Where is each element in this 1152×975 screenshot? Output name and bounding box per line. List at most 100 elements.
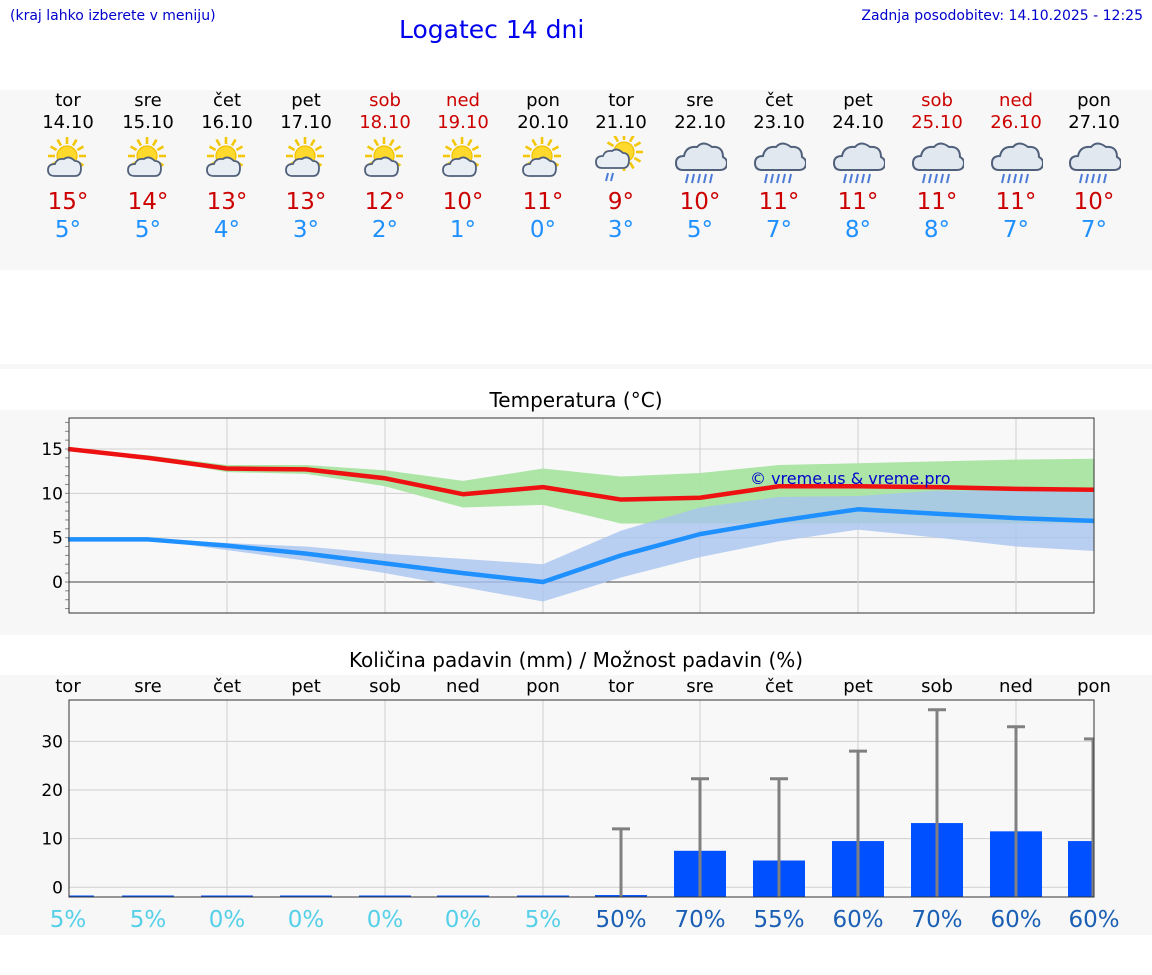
precip-probability-label: 70% bbox=[674, 907, 725, 933]
day-name: sob bbox=[369, 90, 401, 111]
precip-bar bbox=[69, 895, 94, 897]
day-column: pon 27.10 10° 7° bbox=[1052, 90, 1136, 244]
y-tick-label: 10 bbox=[41, 484, 63, 504]
last-updated: Zadnja posodobitev: 14.10.2025 - 12:25 bbox=[861, 8, 1143, 24]
x-category-label: sre bbox=[686, 676, 713, 697]
precip-probability-label: 5% bbox=[525, 907, 562, 933]
day-date: 15.10 bbox=[122, 112, 174, 133]
day-column: tor 14.10 15° 5° bbox=[26, 90, 110, 244]
day-date: 14.10 bbox=[42, 112, 94, 133]
temp-min: 7° bbox=[765, 217, 793, 243]
temp-min: 5° bbox=[686, 217, 714, 243]
x-category-label: pet bbox=[291, 676, 321, 697]
day-column: pet 24.10 11° 8° bbox=[816, 90, 900, 244]
precip-probability-label: 60% bbox=[832, 907, 883, 933]
sun-cloud-rain-icon bbox=[595, 136, 643, 182]
precip-bar bbox=[517, 895, 569, 897]
x-category-label: pet bbox=[843, 676, 873, 697]
day-column: sob 25.10 11° 8° bbox=[895, 90, 979, 244]
forecast-band bbox=[0, 90, 1152, 270]
day-date: 24.10 bbox=[832, 112, 884, 133]
rain-cloud-icon bbox=[753, 142, 806, 184]
x-category-label: čet bbox=[765, 676, 793, 697]
temp-min: 0° bbox=[529, 217, 557, 243]
precip-probability-label: 70% bbox=[911, 907, 962, 933]
temp-max: 11° bbox=[837, 189, 879, 215]
temp-max: 10° bbox=[442, 189, 484, 215]
watermark: © vreme.us & vreme.pro bbox=[750, 469, 951, 488]
temperature-chart: 0 5 10 15 © vreme.us & vreme.pro bbox=[41, 417, 1095, 614]
x-category-label: sre bbox=[134, 676, 161, 697]
min-temp-line bbox=[68, 507, 1095, 585]
precipitation-chart-title: Količina padavin (mm) / Možnost padavin … bbox=[348, 648, 804, 672]
plot-frame bbox=[68, 417, 1095, 614]
min-temp-band bbox=[68, 490, 1094, 602]
precipitation-chart: 0 10 20 30 tor sre čet pet sob ned pon tor sre čet pet… bbox=[41, 676, 1119, 933]
x-category-label: tor bbox=[608, 676, 634, 697]
day-date: 17.10 bbox=[280, 112, 332, 133]
temp-max: 11° bbox=[995, 189, 1037, 215]
temp-max: 14° bbox=[127, 189, 169, 215]
y-tick-label: 30 bbox=[41, 732, 63, 752]
sun-cloud-icon bbox=[285, 137, 324, 177]
day-name: čet bbox=[764, 90, 794, 111]
x-category-label: sob bbox=[921, 676, 953, 697]
precip-bar bbox=[359, 895, 411, 897]
day-name: ned bbox=[446, 90, 480, 111]
temp-min: 8° bbox=[923, 217, 951, 243]
y-tick-label: 0 bbox=[52, 878, 63, 898]
day-column: ned 19.10 10° 1° bbox=[421, 90, 505, 244]
day-name: pon bbox=[526, 90, 560, 111]
x-category-label: čet bbox=[213, 676, 241, 697]
precip-bar bbox=[1068, 841, 1094, 897]
day-name: sob bbox=[921, 90, 953, 111]
day-column: tor 21.10 9° 3° bbox=[579, 90, 663, 244]
temp-max: 11° bbox=[758, 189, 800, 215]
precip-bar bbox=[280, 895, 332, 897]
day-name: tor bbox=[608, 90, 634, 111]
sun-cloud-icon bbox=[47, 137, 86, 177]
sun-cloud-icon bbox=[127, 137, 166, 177]
temp-max: 12° bbox=[364, 189, 406, 215]
rain-cloud-icon bbox=[1068, 142, 1121, 184]
rain-cloud-icon bbox=[674, 142, 727, 184]
plot-frame bbox=[68, 699, 1095, 898]
temp-min: 2° bbox=[371, 217, 399, 243]
day-date: 18.10 bbox=[359, 112, 411, 133]
day-column: pet 17.10 13° 3° bbox=[264, 90, 348, 244]
day-date: 19.10 bbox=[437, 112, 489, 133]
temperature-chart-title: Temperatura (°C) bbox=[489, 388, 663, 412]
day-column: čet 23.10 11° 7° bbox=[737, 90, 821, 244]
precip-probability-label: 0% bbox=[288, 907, 325, 933]
temp-max: 13° bbox=[285, 189, 327, 215]
sun-cloud-icon bbox=[442, 137, 481, 177]
y-tick-label: 15 bbox=[41, 440, 63, 460]
temp-min: 1° bbox=[449, 217, 477, 243]
day-name: pon bbox=[1077, 90, 1111, 111]
day-column: pon 20.10 11° 0° bbox=[501, 90, 585, 244]
sun-cloud-icon bbox=[364, 137, 403, 177]
temp-max: 9° bbox=[607, 189, 635, 215]
y-tick-label: 0 bbox=[52, 573, 63, 593]
temp-min: 3° bbox=[607, 217, 635, 243]
precip-probability-label: 0% bbox=[445, 907, 482, 933]
precip-bar bbox=[122, 895, 174, 897]
day-name: sre bbox=[686, 90, 714, 111]
max-temp-line bbox=[67, 446, 1095, 502]
temp-min: 7° bbox=[1002, 217, 1030, 243]
x-category-label: sob bbox=[369, 676, 401, 697]
day-date: 16.10 bbox=[201, 112, 253, 133]
rain-cloud-icon bbox=[911, 142, 964, 184]
day-name: ned bbox=[999, 90, 1033, 111]
precip-probability-label: 5% bbox=[50, 907, 87, 933]
separator-band bbox=[0, 364, 1152, 369]
precip-probability-label: 60% bbox=[990, 907, 1041, 933]
temp-max: 11° bbox=[916, 189, 958, 215]
precip-probability-label: 0% bbox=[209, 907, 246, 933]
menu-note: (kraj lahko izberete v meniju) bbox=[10, 8, 216, 24]
day-column: ned 26.10 11° 7° bbox=[974, 90, 1058, 244]
x-category-label: pon bbox=[1077, 676, 1111, 697]
y-tick-label: 5 bbox=[52, 529, 63, 549]
sun-cloud-icon bbox=[522, 137, 561, 177]
precip-probability-label: 50% bbox=[595, 907, 646, 933]
